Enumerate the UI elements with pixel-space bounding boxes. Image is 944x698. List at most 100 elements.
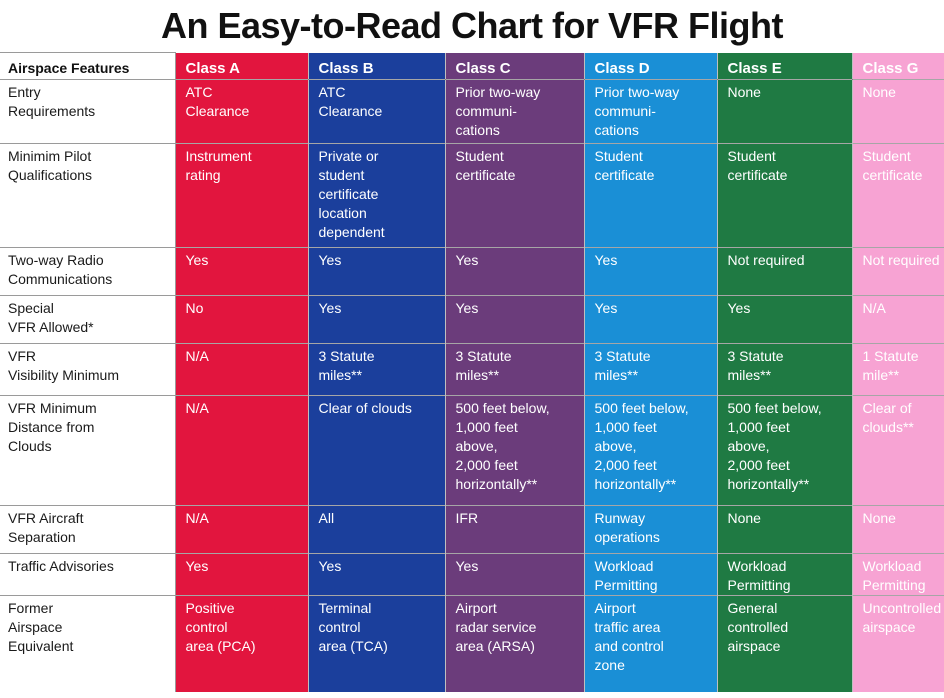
cell-text-line: 3 Statute (727, 348, 784, 364)
class-a-cell: Positive control area (PCA) (175, 595, 309, 692)
class-d-cell: 500 feet below, 1,000 feet above, 2,000 fee… (584, 395, 718, 506)
cell-text-line: Private or (318, 148, 379, 164)
feature-label-line: Equivalent (8, 638, 74, 654)
vfr-airspace-table: Airspace Features Class A Class B Class … (0, 52, 944, 692)
cell-text-line: N/A (185, 510, 209, 526)
cell-text-line: No (185, 300, 204, 316)
class-c-cell: IFR (445, 505, 585, 554)
class-b-cell: Yes (308, 295, 446, 344)
feature-label-cell: Special VFR Allowed* (0, 295, 176, 344)
feature-label-cell: Two-way Radio Communications (0, 247, 176, 296)
cell-text-line: miles** (318, 367, 363, 383)
table-body: Entry Requirements ATC Clearance ATC Clearanc… (0, 79, 944, 692)
cell-text-line: 1,000 feet (455, 419, 518, 435)
cell-text-line: IFR (455, 510, 479, 526)
cell-text-line: certificate (455, 167, 516, 183)
cell-text-line: 2,000 feet (455, 457, 518, 473)
feature-label-cell: VFR Aircraft Separation (0, 505, 176, 554)
class-e-cell: Yes (717, 295, 853, 344)
cell-text-line: above, (727, 438, 770, 454)
class-b-cell: Clear of clouds (308, 395, 446, 506)
class-b-cell: 3 Statute miles** (308, 343, 446, 396)
cell-text-line: airspace (862, 619, 916, 635)
cell-text-line: Yes (318, 252, 342, 268)
cell-text-line: miles** (455, 367, 500, 383)
class-b-cell: Private or student certificate location depe… (308, 143, 446, 248)
cell-text-line: above, (594, 438, 637, 454)
cell-text-line: certificate (862, 167, 923, 183)
class-g-cell: None (852, 505, 944, 554)
feature-label-cell: Traffic Advisories (0, 553, 176, 596)
feature-label-line: Distance from (8, 419, 95, 435)
feature-label-cell: VFR Minimum Distance from Clouds (0, 395, 176, 506)
class-b-cell: Terminal control area (TCA) (308, 595, 446, 692)
cell-text-line: area (TCA) (318, 638, 388, 654)
cell-text-line: control (185, 619, 228, 635)
cell-text-line: Positive (185, 600, 235, 616)
class-g-cell: Clear of clouds** (852, 395, 944, 506)
cell-text-line: 2,000 feet (594, 457, 657, 473)
cell-text-line: Yes (455, 252, 479, 268)
cell-text-line: clouds** (862, 419, 914, 435)
cell-text-line: miles** (594, 367, 639, 383)
feature-label-line: Communications (8, 271, 113, 287)
class-d-cell: Workload Permitting (584, 553, 718, 596)
cell-text-line: Yes (185, 558, 209, 574)
cell-text-line: zone (594, 657, 625, 673)
class-e-cell: None (717, 79, 853, 144)
feature-label-line: Special (8, 300, 54, 316)
cell-text-line: Workload (727, 558, 787, 574)
class-g-cell: N/A (852, 295, 944, 344)
class-d-cell: Runway operations (584, 505, 718, 554)
cell-text-line: 1 Statute (862, 348, 919, 364)
cell-text-line: Student (862, 148, 911, 164)
table-row: Entry Requirements ATC Clearance ATC Clearanc… (0, 79, 944, 144)
table-row: VFR Aircraft Separation N/A All IFR Runway ope… (0, 505, 944, 554)
class-a-cell: N/A (175, 505, 309, 554)
header-class-c: Class C (445, 52, 585, 80)
class-e-cell: 3 Statute miles** (717, 343, 853, 396)
feature-label-line: Two-way Radio (8, 252, 104, 268)
table-row: Minimim Pilot Qualifications Instrument rat… (0, 143, 944, 248)
feature-label-line: Former (8, 600, 54, 616)
cell-text-line: communi- (455, 103, 517, 119)
class-g-cell: Workload Permitting (852, 553, 944, 596)
cell-text-line: N/A (185, 348, 209, 364)
cell-text-line: Terminal (318, 600, 372, 616)
header-row: Airspace Features Class A Class B Class … (0, 52, 944, 80)
cell-text-line: 1,000 feet (594, 419, 657, 435)
cell-text-line: Prior two-way (594, 84, 680, 100)
cell-text-line: horizontally** (594, 476, 677, 492)
cell-text-line: certificate (594, 167, 655, 183)
cell-text-line: N/A (185, 400, 209, 416)
feature-label-line: Requirements (8, 103, 96, 119)
table-row: VFR Visibility Minimum N/A 3 Statute miles**… (0, 343, 944, 396)
cell-text-line: All (318, 510, 335, 526)
class-b-cell: Yes (308, 247, 446, 296)
cell-text-line: Airport (455, 600, 497, 616)
class-c-cell: 3 Statute miles** (445, 343, 585, 396)
cell-text-line: Yes (727, 300, 751, 316)
class-a-cell: Yes (175, 247, 309, 296)
cell-text-line: None (862, 510, 896, 526)
cell-text-line: Permitting (862, 577, 926, 593)
feature-label-line: VFR (8, 348, 36, 364)
cell-text-line: 500 feet below, (727, 400, 822, 416)
cell-text-line: Student (727, 148, 776, 164)
cell-text-line: Clear of (862, 400, 912, 416)
cell-text-line: student (318, 167, 365, 183)
class-d-cell: Prior two-way communi-cations (584, 79, 718, 144)
feature-label-line: Entry (8, 84, 41, 100)
cell-text-line: location (318, 205, 367, 221)
feature-label-line: Traffic Advisories (8, 558, 114, 574)
cell-text-line: mile** (862, 367, 900, 383)
cell-text-line: certificate (318, 186, 379, 202)
cell-text-line: horizontally** (455, 476, 538, 492)
cell-text-line: Prior two-way (455, 84, 541, 100)
class-e-cell: General controlled airspace (717, 595, 853, 692)
cell-text-line: 2,000 feet (727, 457, 790, 473)
cell-text-line: dependent (318, 224, 385, 240)
header-class-b: Class B (308, 52, 446, 80)
cell-text-line: ATC (318, 84, 346, 100)
class-b-cell: Yes (308, 553, 446, 596)
